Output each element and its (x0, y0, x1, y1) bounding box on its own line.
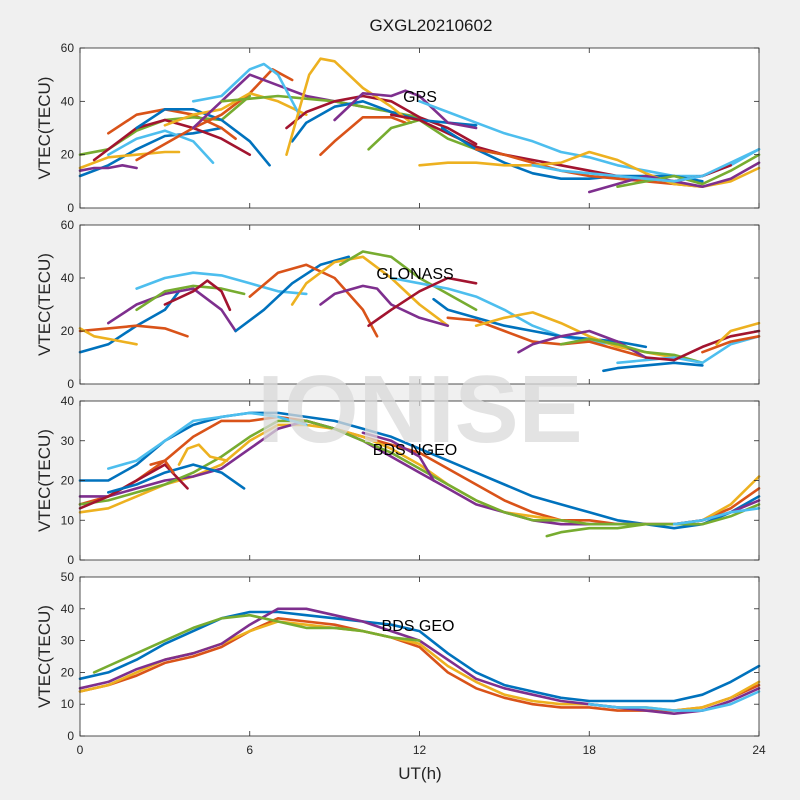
series-line (92, 118, 252, 162)
series-line (107, 129, 215, 164)
series-line (517, 329, 648, 359)
y-tick-label: 30 (61, 634, 75, 648)
x-axis-label: UT(h) (398, 764, 441, 783)
series-line (149, 459, 175, 474)
constellation-label: GPS (403, 89, 437, 106)
y-tick-label: 50 (61, 570, 75, 584)
y-tick-label: 40 (61, 602, 75, 616)
series-line (474, 148, 704, 188)
series-line (616, 334, 761, 365)
series-line (290, 100, 478, 143)
series-line (107, 108, 237, 140)
y-tick-label: 40 (61, 94, 75, 108)
series-line (78, 324, 189, 338)
series-line (319, 284, 450, 328)
series-line (191, 62, 303, 119)
series-line (319, 116, 407, 156)
series-line (78, 327, 138, 346)
series-line (361, 431, 435, 482)
y-tick-label: 0 (67, 553, 74, 567)
x-tick-label: 6 (246, 743, 253, 757)
series-line (446, 316, 648, 359)
series-line (92, 613, 421, 674)
y-tick-label: 20 (61, 324, 75, 338)
series-line (602, 361, 704, 373)
x-tick-label: 18 (583, 743, 597, 757)
series-line (338, 250, 478, 312)
series-line (290, 255, 450, 328)
constellation-label: BDS NGEO (373, 442, 457, 459)
y-tick-label: 0 (67, 729, 74, 743)
series-line (701, 334, 761, 354)
y-axis-label: VTEC(TECU) (35, 77, 54, 180)
y-tick-label: 20 (61, 665, 75, 679)
figure-title: GXGL20210602 (370, 16, 493, 35)
gps-panel: 0 20 40 60 VTEC(TECU) GPS (35, 41, 761, 215)
series-line (107, 287, 237, 333)
constellation-label: BDS GEO (382, 618, 455, 635)
y-tick-label: 60 (61, 218, 75, 232)
series-line (440, 126, 704, 183)
series-line (559, 337, 704, 365)
bds-geo-panel: 0 10 20 30 40 50 0 6 12 18 24 VTEC(TECU) BDS GEO (35, 570, 766, 757)
series-line (333, 89, 478, 130)
y-axis-label: VTEC(TECU) (35, 605, 54, 708)
y-tick-label: 10 (61, 513, 75, 527)
x-tick-label: 12 (413, 743, 427, 757)
plot-area (80, 48, 759, 208)
series-line (135, 284, 246, 312)
series-line (531, 148, 761, 183)
series-line (672, 506, 761, 526)
y-tick-label: 40 (61, 394, 75, 408)
series-line (234, 255, 351, 333)
constellation-label: GLONASS (376, 266, 453, 283)
series-line (545, 522, 648, 538)
y-axis-label: VTEC(TECU) (35, 253, 54, 356)
y-tick-label: 20 (61, 148, 75, 162)
series-line (587, 690, 761, 712)
series-line (367, 276, 478, 328)
y-tick-label: 10 (61, 697, 75, 711)
y-tick-label: 30 (61, 434, 75, 448)
y-axis-label: VTEC(TECU) (35, 429, 54, 532)
y-tick-label: 60 (61, 41, 75, 55)
plot-area (80, 401, 759, 560)
series-line (135, 271, 308, 296)
series-line (107, 411, 308, 470)
series-line (78, 610, 761, 703)
x-tick-label: 0 (77, 743, 84, 757)
bds-ngeo-panel: 0 10 20 30 40 VTEC(TECU) BDS NGEO (35, 394, 761, 567)
watermark-text: IONISE (257, 356, 582, 463)
y-tick-label: 40 (61, 271, 75, 285)
series-line (616, 153, 761, 188)
series-line (177, 443, 229, 466)
series-line (78, 150, 181, 170)
series-line (644, 329, 761, 362)
glonass-panel: 0 20 40 60 VTEC(TECU) GLONASS (35, 218, 761, 391)
series-line (163, 279, 232, 312)
series-line (107, 463, 246, 494)
x-tick-label: 24 (752, 743, 766, 757)
series-line (432, 297, 648, 349)
y-tick-label: 0 (67, 377, 74, 391)
series-line (78, 164, 138, 172)
series-line (715, 321, 761, 346)
y-tick-label: 20 (61, 474, 75, 488)
series-line (285, 57, 413, 156)
y-tick-label: 0 (67, 201, 74, 215)
